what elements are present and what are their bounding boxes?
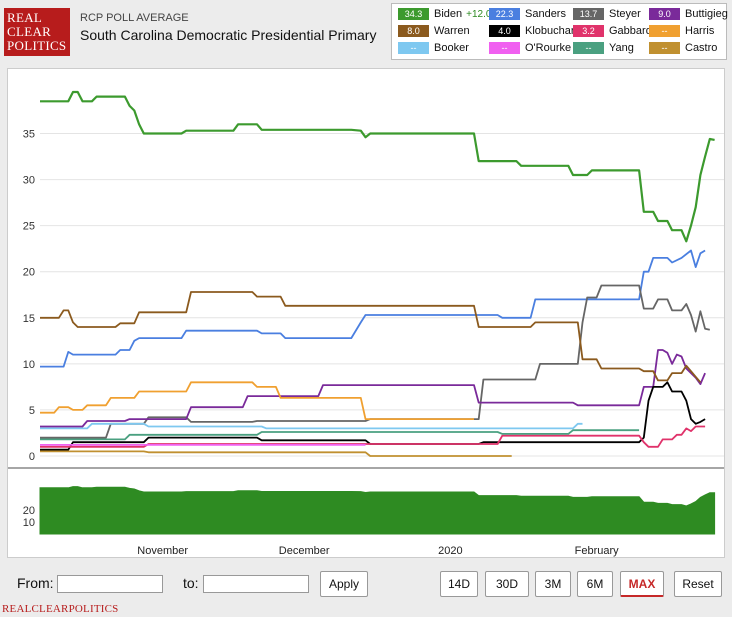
navigator-y-tick-label: 10 xyxy=(23,517,35,529)
legend: 34.3 Biden +12.0 22.3 Sanders 13.7 Steyer 9.0 Bu… xyxy=(391,3,728,60)
series-line-harris xyxy=(40,381,474,421)
legend-name: Castro xyxy=(685,42,718,54)
series-line-booker xyxy=(40,422,583,430)
legend-item-yang[interactable]: -- Yang xyxy=(573,41,634,55)
legend-name: Booker xyxy=(434,42,469,54)
legend-value: -- xyxy=(489,42,520,54)
y-tick-label: 5 xyxy=(29,405,35,417)
legend-value: 13.7 xyxy=(573,8,604,20)
range-controls: From: to: Apply 14D 30D 3M 6M MAX Reset xyxy=(0,561,732,605)
legend-item-gabbard[interactable]: 3.2 Gabbard xyxy=(573,24,652,38)
to-label: to: xyxy=(183,575,199,591)
legend-name: Steyer xyxy=(609,8,641,20)
footer-brand: REALCLEARPOLITICS xyxy=(2,603,119,615)
series-line-warren xyxy=(40,291,702,383)
legend-item-biden[interactable]: 34.3 Biden +12.0 xyxy=(398,7,491,21)
range-3m-button[interactable]: 3M xyxy=(535,571,571,597)
legend-name: Gabbard xyxy=(609,25,652,37)
legend-value: 4.0 xyxy=(489,25,520,37)
legend-value: -- xyxy=(649,25,680,37)
logo-line-2: CLEAR xyxy=(7,24,52,39)
to-date-input[interactable] xyxy=(203,575,309,593)
legend-value: 8.0 xyxy=(398,25,429,37)
navigator-y-tick-label: 20 xyxy=(23,505,35,517)
legend-item-orourke[interactable]: -- O'Rourke xyxy=(489,41,571,55)
legend-value: -- xyxy=(398,42,429,54)
x-tick-label: 2020 xyxy=(438,545,462,557)
legend-name: Buttigieg xyxy=(685,8,728,20)
from-date-input[interactable] xyxy=(57,575,163,593)
range-6m-button[interactable]: 6M xyxy=(577,571,613,597)
legend-name: Warren xyxy=(434,25,470,37)
legend-name: Sanders xyxy=(525,8,566,20)
series-line-buttigieg xyxy=(40,349,706,428)
series-line-yang xyxy=(40,429,640,441)
range-14d-button[interactable]: 14D xyxy=(440,571,478,597)
rcp-logo[interactable]: REAL CLEAR POLITICS xyxy=(4,8,70,56)
y-tick-label: 10 xyxy=(23,359,35,371)
reset-button[interactable]: Reset xyxy=(674,571,722,597)
legend-name: Biden xyxy=(434,8,463,20)
legend-item-booker[interactable]: -- Booker xyxy=(398,41,469,55)
series-line-sanders xyxy=(40,249,706,368)
range-max-button[interactable]: MAX xyxy=(620,571,664,597)
legend-item-castro[interactable]: -- Castro xyxy=(649,41,717,55)
series-line-castro xyxy=(40,450,512,457)
y-tick-label: 0 xyxy=(29,451,35,463)
legend-item-steyer[interactable]: 13.7 Steyer xyxy=(573,7,641,21)
legend-name: Yang xyxy=(609,42,634,54)
apply-button[interactable]: Apply xyxy=(320,571,368,597)
legend-item-harris[interactable]: -- Harris xyxy=(649,24,714,38)
legend-item-klobuchar[interactable]: 4.0 Klobuchar xyxy=(489,24,575,38)
series-line-steyer xyxy=(40,284,710,439)
legend-value: 22.3 xyxy=(489,8,520,20)
chart-title: South Carolina Democratic Presidential P… xyxy=(80,27,377,43)
y-tick-label: 30 xyxy=(23,175,35,187)
logo-line-3: POLITICS xyxy=(7,38,67,53)
from-label: From: xyxy=(17,575,54,591)
range-30d-button[interactable]: 30D xyxy=(485,571,529,597)
chart-supertitle: RCP POLL AVERAGE xyxy=(80,12,189,24)
legend-value: -- xyxy=(573,42,604,54)
series-line-gabbard xyxy=(40,425,706,448)
y-tick-label: 25 xyxy=(23,221,35,233)
header: REAL CLEAR POLITICS RCP POLL AVERAGE Sou… xyxy=(0,0,732,68)
legend-value: 34.3 xyxy=(398,8,429,20)
navigator-area xyxy=(39,486,716,535)
legend-name: O'Rourke xyxy=(525,42,572,54)
legend-item-warren[interactable]: 8.0 Warren xyxy=(398,24,470,38)
y-tick-label: 15 xyxy=(23,313,35,325)
legend-value: -- xyxy=(649,42,680,54)
legend-item-sanders[interactable]: 22.3 Sanders xyxy=(489,7,566,21)
logo-line-1: REAL xyxy=(7,10,43,25)
legend-value: 9.0 xyxy=(649,8,680,20)
y-tick-label: 35 xyxy=(23,129,35,141)
plot-area: 0 5 10 15 20 25 30 35 20 10 November December 2020 Fe… xyxy=(7,68,725,558)
legend-name: Klobuchar xyxy=(525,25,575,37)
x-tick-label: December xyxy=(279,545,330,557)
legend-item-buttigieg[interactable]: 9.0 Buttigieg xyxy=(649,7,728,21)
legend-lead: +12.0 xyxy=(466,8,492,20)
y-tick-label: 20 xyxy=(23,267,35,279)
legend-value: 3.2 xyxy=(573,25,604,37)
x-tick-label: February xyxy=(575,545,620,557)
series-line-biden xyxy=(40,90,715,243)
x-tick-label: November xyxy=(137,545,188,557)
legend-name: Harris xyxy=(685,25,715,37)
